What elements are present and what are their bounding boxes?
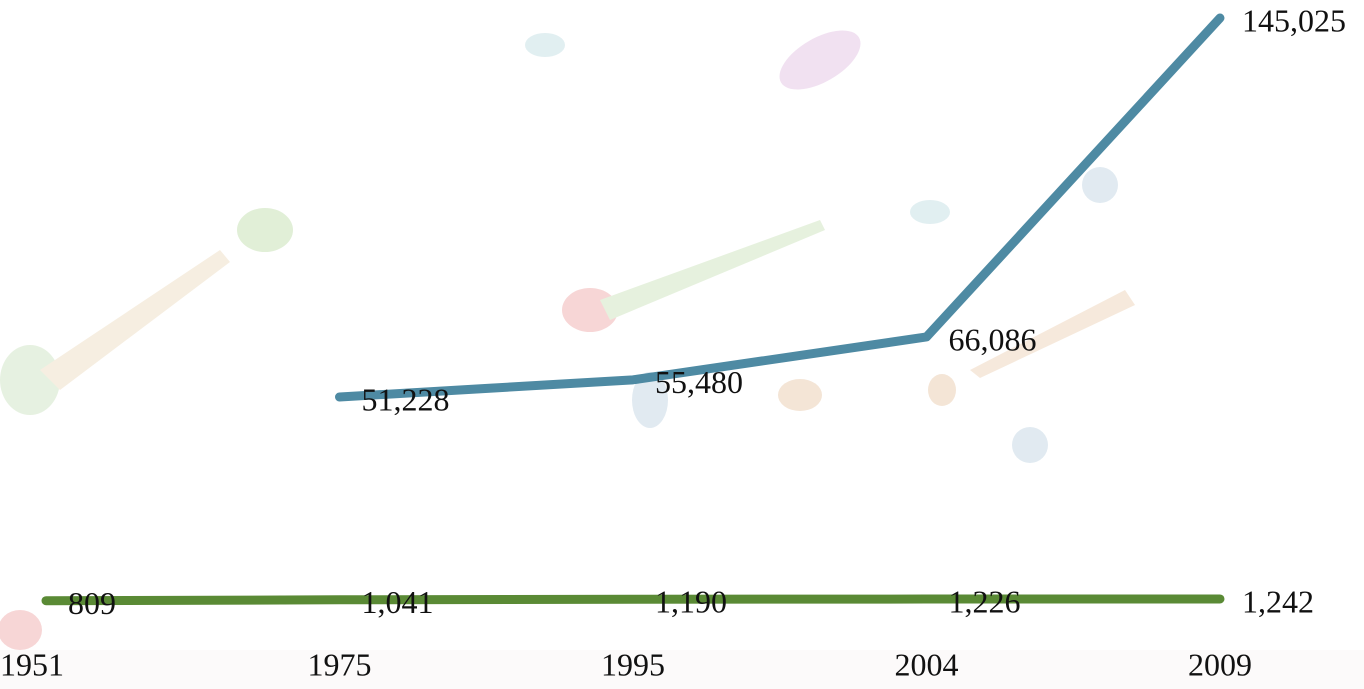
x-tick-label: 1951 [0,646,64,682]
data-label: 66,086 [949,321,1037,357]
line [335,13,1225,402]
data-label: 809 [68,585,116,621]
data-label: 1,041 [362,584,434,620]
data-label: 55,480 [655,364,743,400]
background-splatter [0,30,1364,689]
x-tick-label: 2004 [895,646,959,682]
data-label: 1,242 [1242,583,1314,619]
x-tick-label: 1975 [308,646,372,682]
x-tick-label: 1995 [601,646,665,682]
line [41,594,1225,606]
data-label: 51,228 [362,381,450,417]
data-label: 1,190 [655,584,727,620]
x-tick-label: 2009 [1188,646,1252,682]
data-label: 1,226 [949,583,1021,619]
data-label: 145,025 [1242,2,1346,38]
